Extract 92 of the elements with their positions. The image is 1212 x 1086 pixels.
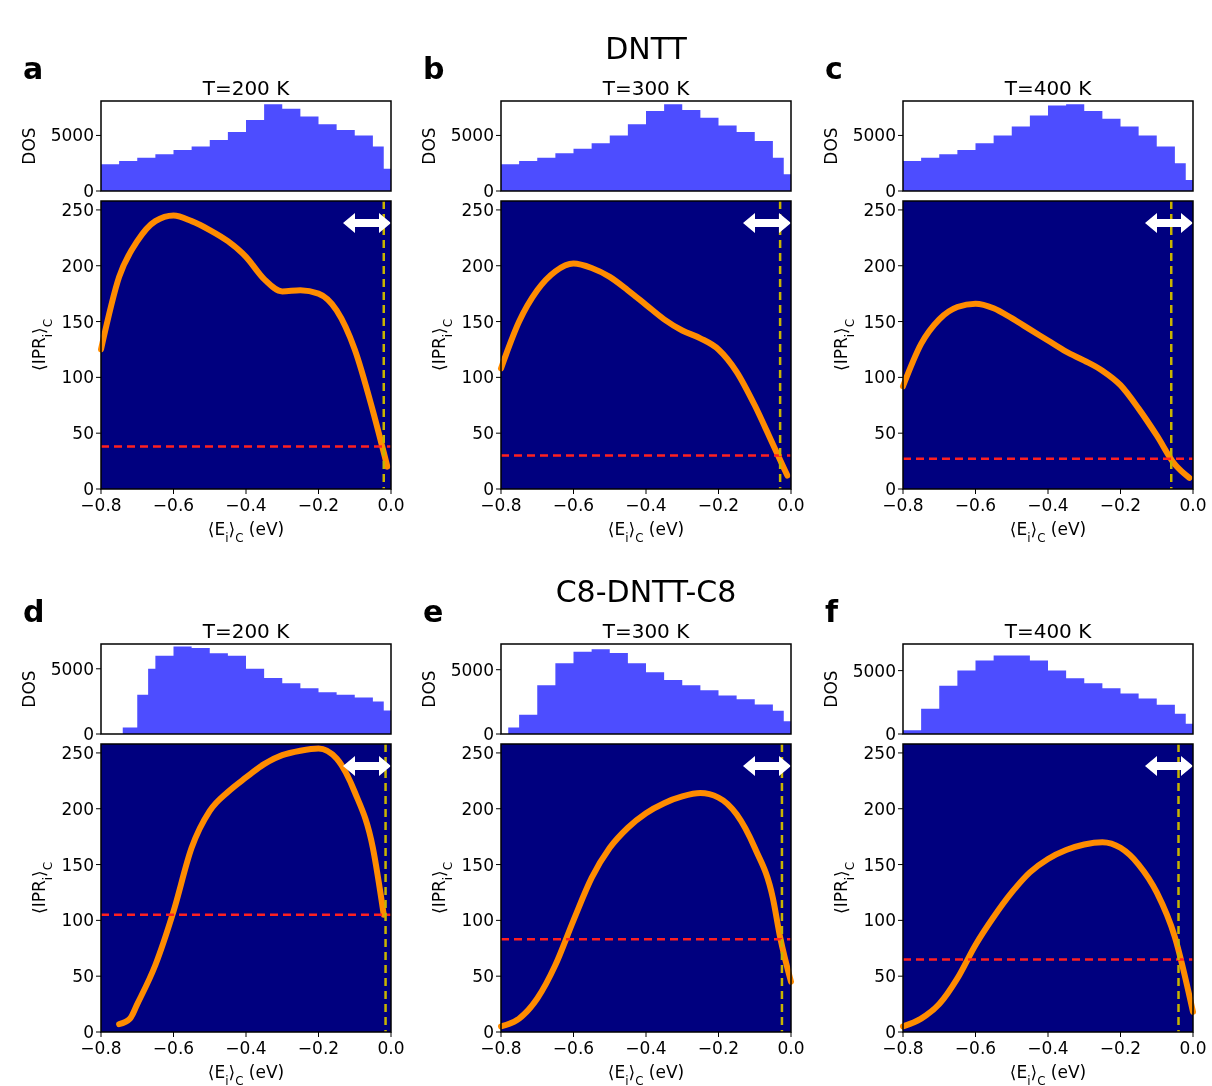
x-tick-label: 0.0 [777, 1038, 805, 1058]
x-tick-label: −0.4 [625, 1038, 667, 1058]
x-tick-label: 0.0 [377, 495, 405, 515]
y-tick-label: 250 [461, 199, 494, 220]
y-tick-label: 0 [885, 180, 896, 201]
x-tick-label: −0.4 [225, 1038, 267, 1058]
x-tick-label: −0.4 [1027, 1038, 1069, 1058]
y-tick-label: 100 [461, 910, 494, 931]
y-tick-label: 50 [72, 966, 94, 987]
x-tick-label: −0.4 [1027, 495, 1069, 515]
y-tick-label: 200 [863, 798, 896, 819]
text: b [423, 51, 445, 86]
x-tick-label: −0.4 [225, 495, 267, 515]
chart-title: T=400 K [1003, 76, 1093, 100]
y-tick-label: 5000 [450, 125, 494, 146]
y-tick-label: 5000 [450, 659, 494, 680]
x-tick-label: −0.6 [552, 495, 595, 515]
x-tick-label: −0.6 [152, 495, 195, 515]
y-tick-label: 50 [472, 423, 494, 444]
y-tick-label: 5000 [50, 125, 94, 146]
y-tick-label: 5000 [50, 658, 94, 679]
y-axis-title: DOS [821, 127, 841, 165]
y-tick-label: 5000 [852, 660, 896, 681]
x-tick-label: −0.2 [697, 495, 740, 515]
y-tick-label: 100 [863, 910, 896, 931]
y-axis-title: DOS [821, 670, 841, 708]
x-tick-label: −0.6 [954, 495, 997, 515]
text: a [23, 51, 44, 86]
y-tick-label: 50 [874, 966, 896, 987]
chart-title: T=200 K [201, 76, 291, 100]
y-tick-label: 250 [61, 199, 94, 220]
y-tick-label: 200 [61, 798, 94, 819]
y-tick-label: 100 [61, 910, 94, 931]
y-tick-label: 0 [83, 180, 94, 201]
y-tick-label: 200 [61, 255, 94, 276]
y-tick-label: 0 [885, 723, 896, 744]
y-tick-label: 250 [863, 199, 896, 220]
x-axis-title: ⟨E$_{i}$⟩$_{C}$ (eV) [207, 519, 285, 545]
y-axis-title: DOS [19, 670, 39, 708]
y-tick-label: 150 [61, 854, 94, 875]
y-tick-label: 0 [483, 180, 494, 201]
x-tick-label: −0.6 [552, 1038, 595, 1058]
text: C8-DNTT-C8 [555, 574, 737, 609]
y-tick-label: 250 [461, 742, 494, 763]
y-tick-label: 150 [863, 854, 896, 875]
y-tick-label: 200 [461, 798, 494, 819]
text: c [825, 51, 843, 86]
y-tick-label: 0 [83, 723, 94, 744]
x-tick-label: −0.6 [954, 1038, 997, 1058]
y-tick-label: 150 [61, 311, 94, 332]
x-axis-title: ⟨E$_{i}$⟩$_{C}$ (eV) [1009, 1062, 1087, 1086]
text: d [23, 594, 45, 629]
x-tick-label: −0.2 [1099, 1038, 1142, 1058]
y-tick-label: 150 [863, 311, 896, 332]
y-tick-label: 100 [461, 367, 494, 388]
chart-title: T=200 K [201, 619, 291, 643]
x-tick-label: −0.4 [625, 495, 667, 515]
text: DNTT [605, 31, 688, 66]
y-tick-label: 200 [863, 255, 896, 276]
x-tick-label: 0.0 [377, 1038, 405, 1058]
y-tick-label: 200 [461, 255, 494, 276]
x-tick-label: 0.0 [777, 495, 805, 515]
x-tick-label: 0.0 [1179, 495, 1207, 515]
chart-title: T=400 K [1003, 619, 1093, 643]
chart-title: T=300 K [601, 76, 691, 100]
y-axis-title: DOS [19, 127, 39, 165]
y-axis-title: DOS [419, 127, 439, 165]
y-tick-label: 5000 [852, 125, 896, 146]
y-tick-label: 100 [863, 367, 896, 388]
chart-title: T=300 K [601, 619, 691, 643]
y-tick-label: 250 [61, 742, 94, 763]
x-tick-label: −0.2 [297, 495, 340, 515]
y-tick-label: 150 [461, 854, 494, 875]
text: f [825, 594, 839, 629]
x-axis-title: ⟨E$_{i}$⟩$_{C}$ (eV) [607, 519, 685, 545]
x-tick-label: 0.0 [1179, 1038, 1207, 1058]
x-tick-label: −0.2 [697, 1038, 740, 1058]
text: e [423, 594, 444, 629]
y-tick-label: 150 [461, 311, 494, 332]
y-tick-label: 100 [61, 367, 94, 388]
x-tick-label: −0.2 [297, 1038, 340, 1058]
y-tick-label: 50 [874, 423, 896, 444]
x-axis-title: ⟨E$_{i}$⟩$_{C}$ (eV) [1009, 519, 1087, 545]
y-tick-label: 0 [483, 723, 494, 744]
x-tick-label: −0.2 [1099, 495, 1142, 515]
y-tick-label: 50 [472, 966, 494, 987]
x-tick-label: −0.6 [152, 1038, 195, 1058]
x-axis-title: ⟨E$_{i}$⟩$_{C}$ (eV) [607, 1062, 685, 1086]
y-axis-title: DOS [419, 670, 439, 708]
y-tick-label: 50 [72, 423, 94, 444]
x-axis-title: ⟨E$_{i}$⟩$_{C}$ (eV) [207, 1062, 285, 1086]
y-tick-label: 250 [863, 742, 896, 763]
